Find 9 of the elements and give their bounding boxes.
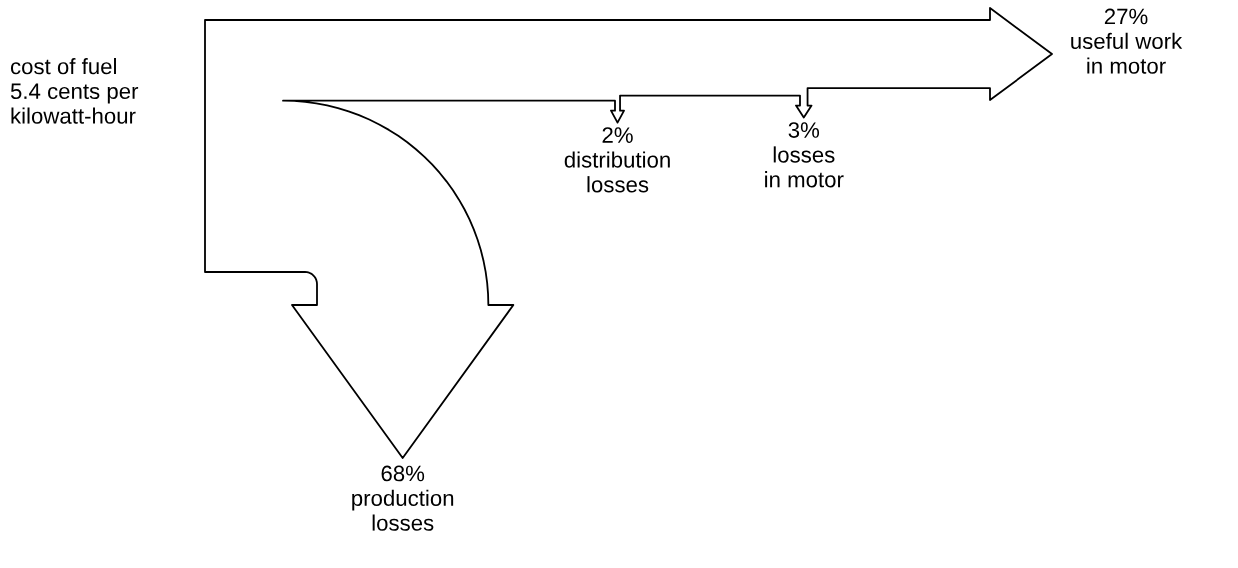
category-label: losses in motor bbox=[765, 146, 844, 188]
category-label: useful work in motor bbox=[1071, 32, 1183, 74]
category-label: production losses bbox=[352, 489, 454, 531]
data-label: 68% bbox=[381, 465, 425, 482]
data-label: 2% bbox=[602, 127, 633, 143]
data-label: 3% bbox=[788, 122, 820, 138]
data-label: 27% bbox=[1104, 8, 1148, 25]
text: cost of fuel 5.4 cents per kilowatt-hour bbox=[10, 58, 139, 124]
category-label: distribution losses bbox=[564, 151, 670, 193]
